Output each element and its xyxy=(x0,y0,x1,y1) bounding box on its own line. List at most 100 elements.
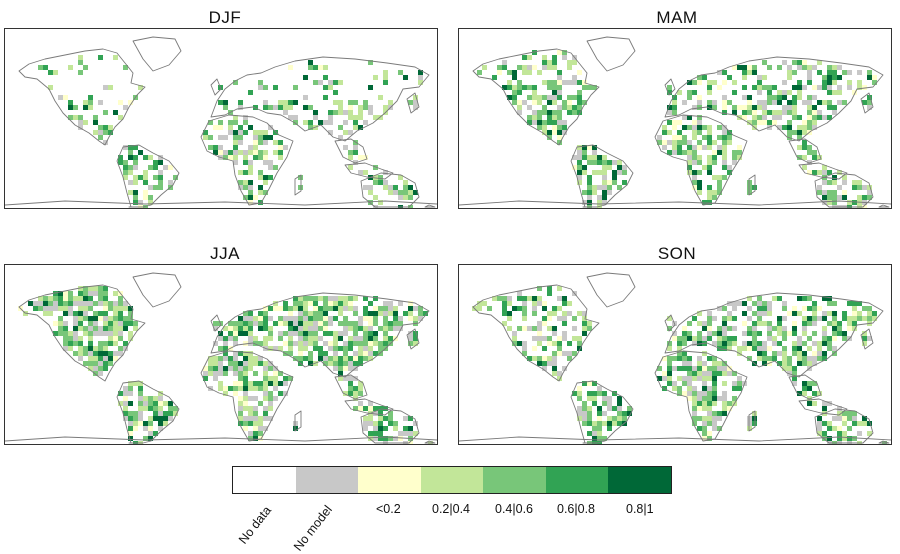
grid-cell xyxy=(318,356,323,361)
grid-cell xyxy=(378,436,383,441)
grid-cell xyxy=(577,391,582,396)
grid-cell xyxy=(123,170,128,175)
grid-cell xyxy=(807,306,812,311)
grid-cell xyxy=(73,311,78,316)
grid-cell xyxy=(168,180,173,185)
grid-cell xyxy=(253,386,258,391)
grid-cell xyxy=(722,331,727,336)
grid-cell xyxy=(83,361,88,366)
grid-cell xyxy=(722,381,727,386)
grid-cell xyxy=(762,105,767,110)
grid-cell xyxy=(597,421,602,426)
grid-cell xyxy=(547,316,552,321)
grid-cell xyxy=(782,110,787,115)
grid-cell xyxy=(737,150,742,155)
grid-cell xyxy=(243,401,248,406)
coastline-madagascar xyxy=(294,410,302,432)
grid-cell xyxy=(93,331,98,336)
grid-cell xyxy=(567,110,572,115)
grid-cell xyxy=(293,306,298,311)
grid-cell xyxy=(388,436,393,441)
grid-cell xyxy=(602,401,607,406)
coastline-antarctica xyxy=(459,200,891,206)
grid-cell xyxy=(532,326,537,331)
grid-cell xyxy=(737,145,742,150)
grid-cell xyxy=(233,155,238,160)
grid-cell xyxy=(727,336,732,341)
grid-cell xyxy=(692,150,697,155)
grid-cell xyxy=(692,155,697,160)
grid-cell xyxy=(338,80,343,85)
grid-cell xyxy=(522,70,527,75)
grid-cell xyxy=(213,145,218,150)
grid-cell xyxy=(363,416,368,421)
grid-cell xyxy=(592,150,597,155)
grid-cell xyxy=(862,336,867,341)
grid-cell xyxy=(702,421,707,426)
grid-cell xyxy=(847,416,852,421)
grid-cell xyxy=(78,125,83,130)
grid-cell xyxy=(852,185,857,190)
grid-cell xyxy=(582,316,587,321)
grid-cell xyxy=(532,346,537,351)
grid-cell xyxy=(577,160,582,165)
grid-cell xyxy=(697,311,702,316)
grid-cell xyxy=(742,301,747,306)
grid-cell xyxy=(837,331,842,336)
grid-cell xyxy=(657,366,662,371)
coastline-madagascar xyxy=(748,410,756,432)
grid-cell xyxy=(218,125,223,130)
grid-cell xyxy=(727,140,732,145)
grid-cell xyxy=(273,301,278,306)
grid-cell xyxy=(842,311,847,316)
grid-cell xyxy=(667,326,672,331)
grid-cell xyxy=(248,406,253,411)
grid-cell xyxy=(722,145,727,150)
grid-cell xyxy=(253,371,258,376)
grid-cell xyxy=(243,366,248,371)
grid-cell xyxy=(762,311,767,316)
grid-cell xyxy=(373,316,378,321)
grid-cell xyxy=(597,411,602,416)
grid-cell xyxy=(602,175,607,180)
grid-cell xyxy=(168,411,173,416)
grid-cell xyxy=(682,326,687,331)
grid-cell xyxy=(323,356,328,361)
grid-cell xyxy=(557,286,562,291)
grid-cell xyxy=(103,125,108,130)
grid-cell xyxy=(243,185,248,190)
grid-cell xyxy=(587,391,592,396)
grid-cell xyxy=(532,95,537,100)
grid-cell xyxy=(672,336,677,341)
grid-cell xyxy=(328,110,333,115)
grid-cell xyxy=(108,130,113,135)
grid-cell xyxy=(168,165,173,170)
grid-cell xyxy=(602,411,607,416)
grid-cell xyxy=(687,170,692,175)
grid-cell xyxy=(827,190,832,195)
grid-cell xyxy=(722,130,727,135)
grid-cell xyxy=(118,401,123,406)
grid-cell xyxy=(383,321,388,326)
grid-cell xyxy=(702,135,707,140)
grid-cell xyxy=(308,105,313,110)
grid-cell xyxy=(363,351,368,356)
grid-cell xyxy=(298,336,303,341)
grid-cell xyxy=(502,301,507,306)
grid-cell xyxy=(238,326,243,331)
grid-cell xyxy=(173,411,178,416)
legend-label-0-2-0-4: 0.2|0.4 xyxy=(432,502,471,516)
grid-cell xyxy=(522,326,527,331)
grid-cell xyxy=(68,291,73,296)
grid-cell xyxy=(58,301,63,306)
grid-cell xyxy=(792,366,797,371)
grid-cell xyxy=(712,195,717,200)
coastline-japan xyxy=(406,328,420,350)
grid-cell xyxy=(582,155,587,160)
grid-cell xyxy=(697,160,702,165)
grid-cell xyxy=(582,416,587,421)
grid-cell xyxy=(557,135,562,140)
grid-cell xyxy=(53,321,58,326)
grid-cell xyxy=(273,85,278,90)
grid-cell xyxy=(413,336,418,341)
